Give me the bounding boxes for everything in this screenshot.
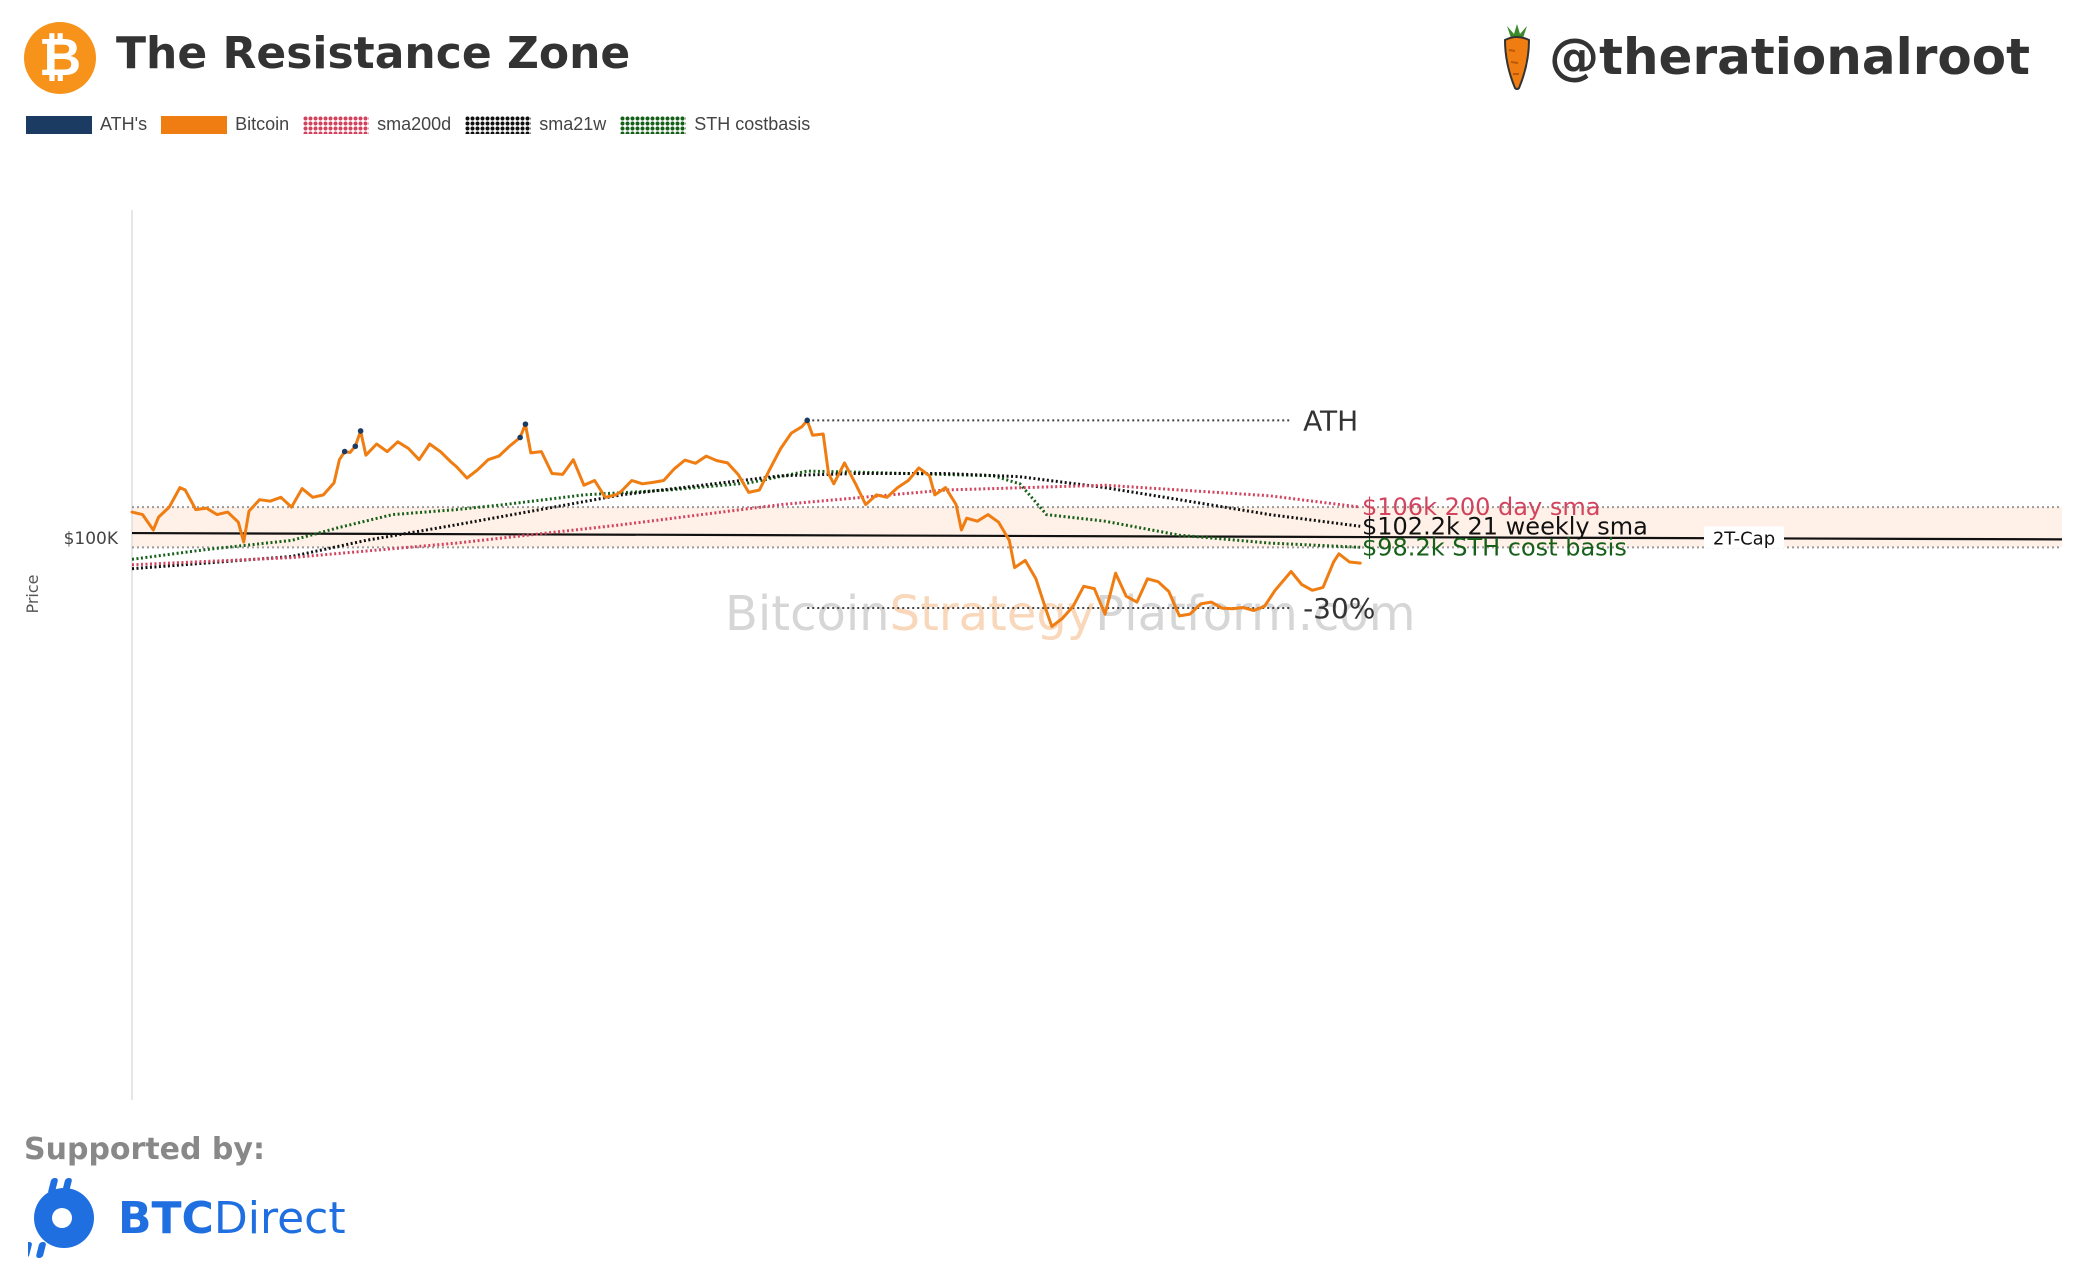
supported-by-label: Supported by:	[24, 1132, 265, 1167]
watermark-part1: Bitcoin	[725, 586, 890, 642]
legend-swatch	[303, 115, 370, 134]
series-line-sma21w	[131, 472, 1361, 571]
legend-swatch	[26, 115, 92, 134]
sth-value-label: $98.2k STH cost basis	[1362, 533, 1627, 561]
legend-item-bitcoin[interactable]: Bitcoin	[161, 114, 289, 135]
legend-swatch	[161, 115, 228, 134]
ath-marker	[352, 443, 359, 450]
ath-marker	[804, 417, 811, 424]
ath-marker	[517, 434, 523, 441]
ath-marker	[522, 421, 529, 427]
legend-item-sth-costbasis[interactable]: STH costbasis	[620, 114, 810, 135]
drawdown-label: -30%	[1303, 592, 1375, 625]
legend-swatch	[465, 115, 532, 134]
legend-label: ATH's	[100, 114, 148, 134]
watermark-part3: Platform.com	[1095, 586, 1415, 642]
y-tick-label: $100K	[64, 529, 119, 549]
btc-direct-wordmark: BTCDirect	[118, 1193, 346, 1244]
series-line-sth-costbasis	[131, 469, 1361, 561]
cap-line-label: 2T-Cap	[1713, 528, 1775, 549]
legend: ATH's Bitcoin sma200d sma21w STH costbasis	[26, 114, 824, 135]
legend-label: STH costbasis	[694, 114, 811, 134]
y-axis-label: Price	[23, 574, 42, 613]
legend-item-sma21w[interactable]: sma21w	[465, 114, 606, 135]
btc-direct-rest: Direct	[213, 1192, 346, 1244]
btc-direct-bold: BTC	[118, 1192, 214, 1244]
legend-item-sma200d[interactable]: sma200d	[303, 114, 451, 135]
ath-label: ATH	[1303, 404, 1358, 437]
sponsor-logo: BTCDirect	[28, 1176, 346, 1260]
watermark-part2: Strategy	[890, 586, 1096, 642]
legend-label: sma21w	[539, 114, 607, 134]
sma200d-value-label: $106k 200 day sma	[1362, 493, 1600, 521]
legend-item-ath-s[interactable]: ATH's	[26, 114, 147, 135]
legend-label: Bitcoin	[235, 114, 290, 134]
sma21w-label: $102.2k 21 weekly sma	[1362, 512, 1648, 540]
legend-swatch	[620, 115, 687, 134]
brand-handle: @therationalroot	[1549, 28, 2030, 86]
brand: @therationalroot	[1497, 24, 2030, 90]
ath-marker	[357, 428, 364, 434]
legend-label: sma200d	[377, 114, 452, 134]
chart-area: $100K Price BitcoinStrategyPlatform.com 2T-…	[0, 140, 2080, 1234]
chart-title: The Resistance Zone	[116, 28, 631, 79]
carrot-icon	[1504, 24, 1531, 90]
series-line-bitcoin	[130, 418, 1362, 628]
ath-marker	[341, 448, 348, 455]
header: ₿ The Resistance Zone @therationalroot A…	[0, 0, 2080, 140]
price-chart: $100K Price BitcoinStrategyPlatform.com 2T-…	[23, 210, 2063, 1234]
watermark: BitcoinStrategyPlatform.com	[725, 586, 1415, 642]
btc-direct-icon	[28, 1178, 94, 1258]
bitcoin-logo-icon: ₿	[24, 22, 96, 94]
cap-label-bg	[1704, 526, 1784, 549]
